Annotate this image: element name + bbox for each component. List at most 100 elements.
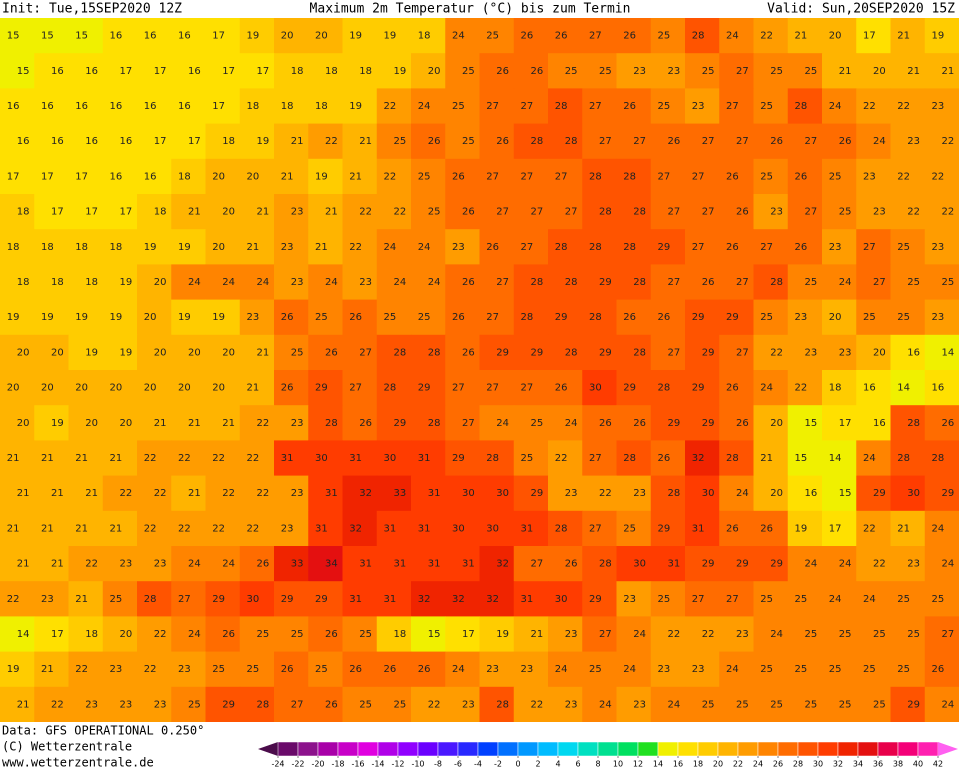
temperature-cell	[479, 510, 515, 547]
temperature-label: 24	[736, 488, 749, 499]
temperature-cell	[205, 53, 241, 89]
legend-swatch	[597, 741, 619, 757]
temperature-cell	[308, 264, 343, 301]
temperature-cell	[924, 510, 959, 547]
temperature-cell	[445, 370, 480, 406]
temperature-cell	[171, 299, 206, 336]
temperature-label: 26	[702, 277, 715, 288]
temperature-cell	[787, 194, 823, 230]
temperature-label: 23	[281, 523, 294, 534]
temperature-label: 25	[795, 594, 808, 605]
temperature-cell	[685, 264, 720, 301]
temperature-cell	[68, 123, 104, 160]
temperature-label: 28	[531, 277, 544, 288]
temperature-label: 18	[247, 101, 260, 112]
temperature-label: 25	[760, 101, 773, 112]
temperature-cell	[582, 546, 617, 582]
temperature-label: 25	[839, 207, 852, 218]
temperature-label: 23	[907, 559, 920, 570]
temperature-cell	[856, 123, 891, 160]
temperature-cell	[685, 370, 720, 406]
temperature-label: 26	[462, 347, 475, 358]
legend-low-arrow	[258, 742, 278, 756]
temperature-cell	[376, 651, 412, 688]
temperature-cell	[582, 229, 617, 265]
legend-tick-label: -24	[271, 760, 284, 769]
temperature-cell	[102, 440, 138, 477]
temperature-cell	[308, 334, 343, 371]
temperature-cell	[102, 686, 138, 723]
temperature-cell	[924, 158, 959, 195]
temperature-label: 28	[555, 242, 568, 253]
temperature-cell	[513, 616, 549, 653]
temperature-label: 25	[760, 312, 773, 323]
temperature-label: 24	[633, 629, 646, 640]
temperature-cell	[34, 194, 69, 230]
temperature-cell	[137, 88, 172, 125]
temperature-label: 27	[291, 699, 304, 710]
temperature-label: 22	[907, 207, 920, 218]
temperature-label: 18	[7, 242, 20, 253]
temperature-label: 27	[702, 136, 715, 147]
temperature-label: 22	[770, 347, 783, 358]
temperature-cell	[616, 53, 652, 89]
legend-tick-label: -12	[391, 760, 404, 769]
temperature-label: 26	[726, 242, 739, 253]
temperature-label: 17	[51, 207, 64, 218]
temperature-label: 23	[907, 136, 920, 147]
temperature-label: 16	[932, 383, 945, 394]
temperature-cell	[342, 229, 378, 265]
temperature-label: 21	[75, 453, 88, 464]
temperature-cell	[650, 440, 686, 477]
temperature-cell	[445, 686, 480, 723]
legend-swatch	[637, 741, 659, 757]
temperature-label: 27	[496, 207, 509, 218]
temperature-label: 24	[805, 559, 818, 570]
temperature-label: 22	[7, 594, 20, 605]
legend-swatch	[517, 741, 539, 757]
temperature-cell	[890, 510, 926, 547]
legend-swatch	[477, 741, 499, 757]
temperature-cell	[513, 651, 549, 688]
temperature-label: 14	[897, 383, 910, 394]
temperature-label: 24	[942, 699, 955, 710]
temperature-label: 18	[17, 277, 30, 288]
temperature-label: 23	[452, 242, 465, 253]
temperature-label: 28	[257, 699, 270, 710]
temperature-cell	[822, 123, 857, 160]
temperature-cell	[787, 334, 823, 371]
temperature-label: 24	[188, 629, 201, 640]
temperature-cell	[822, 370, 857, 406]
temperature-label: 22	[795, 383, 808, 394]
temperature-cell	[376, 405, 412, 441]
temperature-cell	[822, 334, 857, 371]
temperature-label: 16	[110, 101, 123, 112]
temperature-cell	[376, 158, 412, 195]
temperature-label: 20	[144, 383, 157, 394]
temperature-label: 27	[486, 383, 499, 394]
temperature-label: 22	[178, 453, 191, 464]
temperature-label: 29	[942, 488, 955, 499]
temperature-cell	[548, 546, 583, 582]
temperature-cell	[137, 229, 172, 265]
temperature-label: 31	[359, 559, 372, 570]
temperature-cell	[342, 194, 378, 230]
temperature-label: 22	[932, 171, 945, 182]
temperature-cell	[274, 264, 309, 301]
temperature-label: 25	[658, 31, 671, 42]
temperature-cell	[274, 440, 309, 477]
temperature-cell	[102, 546, 138, 582]
temperature-label: 30	[907, 488, 920, 499]
legend-tick-label: 14	[653, 760, 663, 769]
temperature-cell	[479, 334, 515, 371]
temperature-label: 24	[829, 594, 842, 605]
temperature-label: 25	[897, 242, 910, 253]
temperature-label: 27	[359, 347, 372, 358]
temperature-label: 20	[281, 31, 294, 42]
temperature-label: 16	[873, 418, 886, 429]
temperature-cell	[856, 616, 891, 653]
temperature-label: 21	[359, 136, 372, 147]
temperature-label: 26	[462, 207, 475, 218]
temperature-cell	[102, 370, 138, 406]
temperature-cell	[787, 53, 823, 89]
